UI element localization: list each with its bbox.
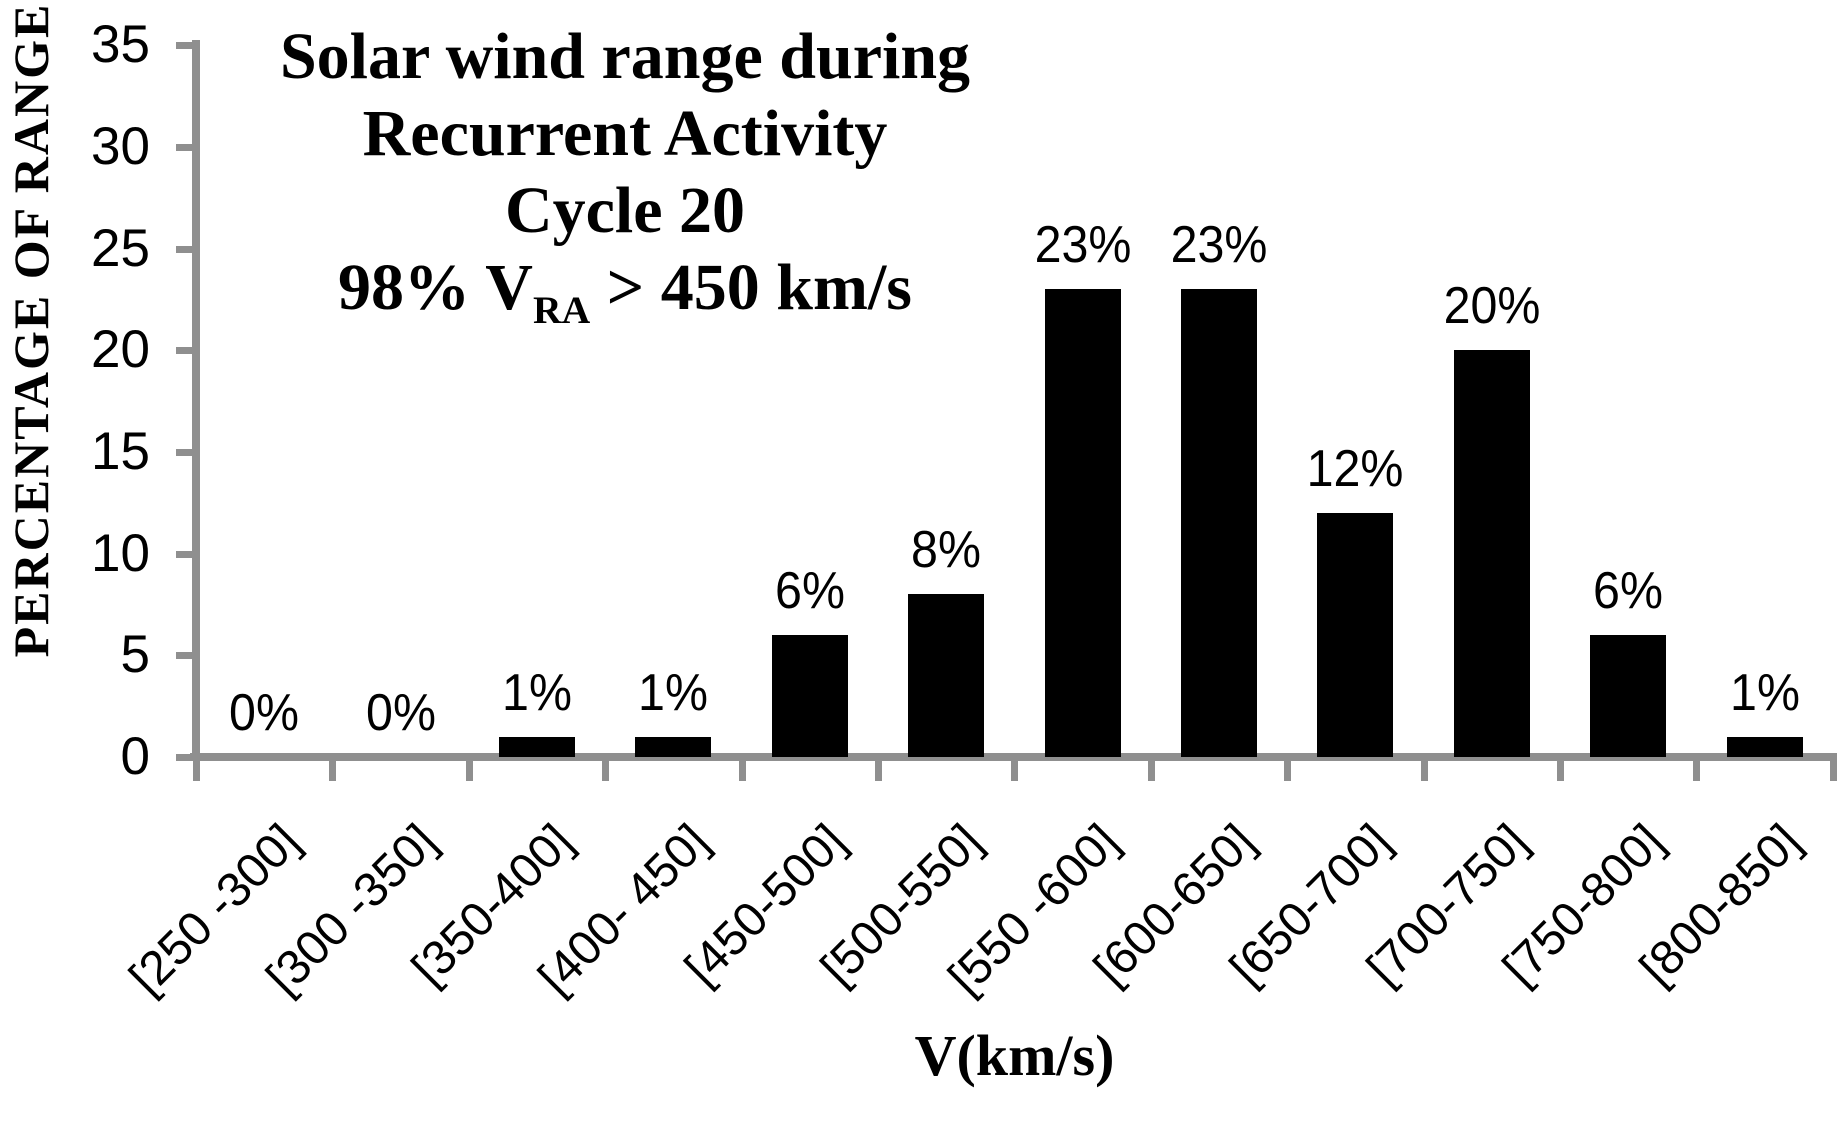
x-tick [329, 761, 337, 781]
y-tick [176, 550, 192, 558]
y-tick-label: 25 [91, 218, 150, 278]
bar [771, 634, 848, 757]
bar-data-label: 1% [638, 663, 709, 722]
x-tick [602, 761, 610, 781]
bar-data-label: 20% [1443, 277, 1541, 336]
subtitle-prefix: 98% V [338, 251, 533, 324]
x-tick [1557, 761, 1564, 781]
x-axis-line [190, 753, 1837, 761]
x-tick [1693, 761, 1701, 781]
bar [1317, 512, 1394, 757]
bar-data-label: 6% [774, 561, 845, 620]
y-tick [176, 652, 192, 660]
x-tick [875, 761, 882, 781]
y-axis-line [192, 40, 200, 761]
bar-data-label: 0% [229, 684, 300, 742]
y-tick-label: 5 [120, 625, 150, 685]
x-axis-title: V(km/s) [914, 1023, 1115, 1088]
bar-data-label: 1% [1729, 663, 1800, 722]
x-tick [1147, 761, 1155, 781]
y-tick-label: 35 [91, 15, 150, 75]
bar-data-label: 1% [502, 663, 572, 722]
y-tick-label: 0 [120, 727, 150, 786]
chart-subtitle: 98% VRA > 450 km/s [200, 249, 1050, 330]
x-tick [1829, 761, 1837, 781]
chart-title-line-2: Recurrent Activity [362, 97, 888, 170]
bar [908, 594, 985, 757]
bar [1044, 289, 1121, 757]
x-tick [1284, 761, 1292, 781]
y-tick [176, 448, 192, 456]
y-tick-label: 10 [91, 523, 150, 583]
y-tick [176, 347, 192, 355]
bar-data-label: 12% [1306, 439, 1404, 498]
chart-title: Solar wind range during Recurrent Activi… [200, 18, 1050, 330]
bar [1181, 289, 1257, 757]
x-tick [465, 761, 473, 781]
y-tick-label: 15 [91, 421, 150, 481]
chart-title-line-1: Solar wind range during [279, 20, 971, 93]
subtitle-suffix: > 450 km/s [590, 251, 912, 324]
bar-data-label: 8% [911, 521, 982, 580]
bar-data-label: 0% [365, 684, 436, 742]
subtitle-subscript: RA [532, 288, 591, 333]
bar [499, 736, 575, 757]
y-tick [176, 754, 192, 761]
x-tick [1011, 761, 1019, 781]
y-tick [176, 245, 192, 253]
bar-data-label: 6% [1593, 561, 1664, 620]
bar-data-label: 23% [1034, 216, 1131, 275]
bar [1726, 736, 1803, 757]
bar [635, 736, 712, 757]
x-tick [738, 761, 746, 781]
y-tick-label: 30 [91, 116, 150, 176]
y-tick [176, 143, 192, 151]
bar [1590, 634, 1667, 757]
x-tick [1420, 761, 1428, 781]
y-tick [176, 42, 192, 50]
y-tick-label: 20 [91, 320, 150, 380]
bar [1453, 350, 1530, 757]
chart-title-line-3: Cycle 20 [504, 174, 746, 247]
x-tick [193, 761, 200, 781]
bar-data-label: 23% [1170, 216, 1268, 275]
